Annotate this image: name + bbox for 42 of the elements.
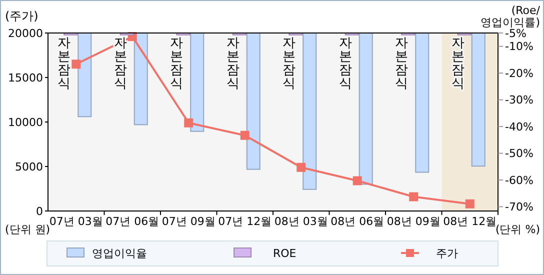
annotation: 자본잠식 [338, 36, 352, 92]
x-tick-label: 08년 09월 [386, 215, 440, 228]
x-tick-label: 07년 03월 [49, 215, 103, 228]
y2-tick-label: -20% [505, 66, 534, 80]
text: (단위 원) [5, 223, 50, 236]
y-tick-label: 5000 [15, 160, 43, 174]
annotation: 자본잠식 [226, 36, 240, 92]
y2-tick-label: -60% [505, 174, 534, 187]
y2-tick-label: -10% [505, 40, 534, 54]
annotation: 자본잠식 [170, 36, 184, 92]
point [184, 118, 194, 128]
annotation: 자본잠식 [451, 36, 464, 92]
x-tick-label: 08년 12월 [443, 215, 497, 228]
point [72, 60, 81, 69]
text: (단위 %) [495, 223, 540, 236]
point [352, 176, 362, 186]
y2-axis-title: (Roe/ 영업이익률) [480, 4, 540, 29]
annotation: 자본잠식 [282, 36, 296, 92]
y-tick-label: 10000 [8, 116, 43, 129]
point [465, 199, 474, 208]
annotation: 자본잠식 [58, 36, 71, 92]
x-tick-label: 07년 12월 [218, 215, 272, 228]
y2-tick-label: -5% [505, 26, 526, 40]
point [409, 192, 418, 202]
y-tick-label: 20000 [8, 26, 43, 40]
annotation: 자본잠식 [395, 36, 408, 92]
x-tick-label: 08년 03월 [274, 215, 328, 228]
x-tick-label: 07년 09월 [162, 215, 216, 228]
point [240, 130, 250, 140]
legend-label: 영업이익율 [92, 246, 147, 260]
y2-tick-label: -30% [505, 94, 534, 107]
y2-tick-label: -70% [505, 200, 534, 214]
x-tick-label: 08년 06월 [330, 215, 384, 228]
y-tick-label: 15000 [8, 71, 43, 84]
y-axis-title: (주가) [5, 9, 38, 23]
point [296, 162, 306, 172]
y2-tick-label: -40% [505, 120, 534, 134]
legend-label: 주가 [436, 246, 458, 260]
y2-tick-label: -50% [505, 147, 534, 160]
x-tick-label: 07년 06월 [106, 215, 160, 228]
y-tick-label: 0 [36, 204, 43, 218]
legend-label: ROE [273, 246, 296, 260]
